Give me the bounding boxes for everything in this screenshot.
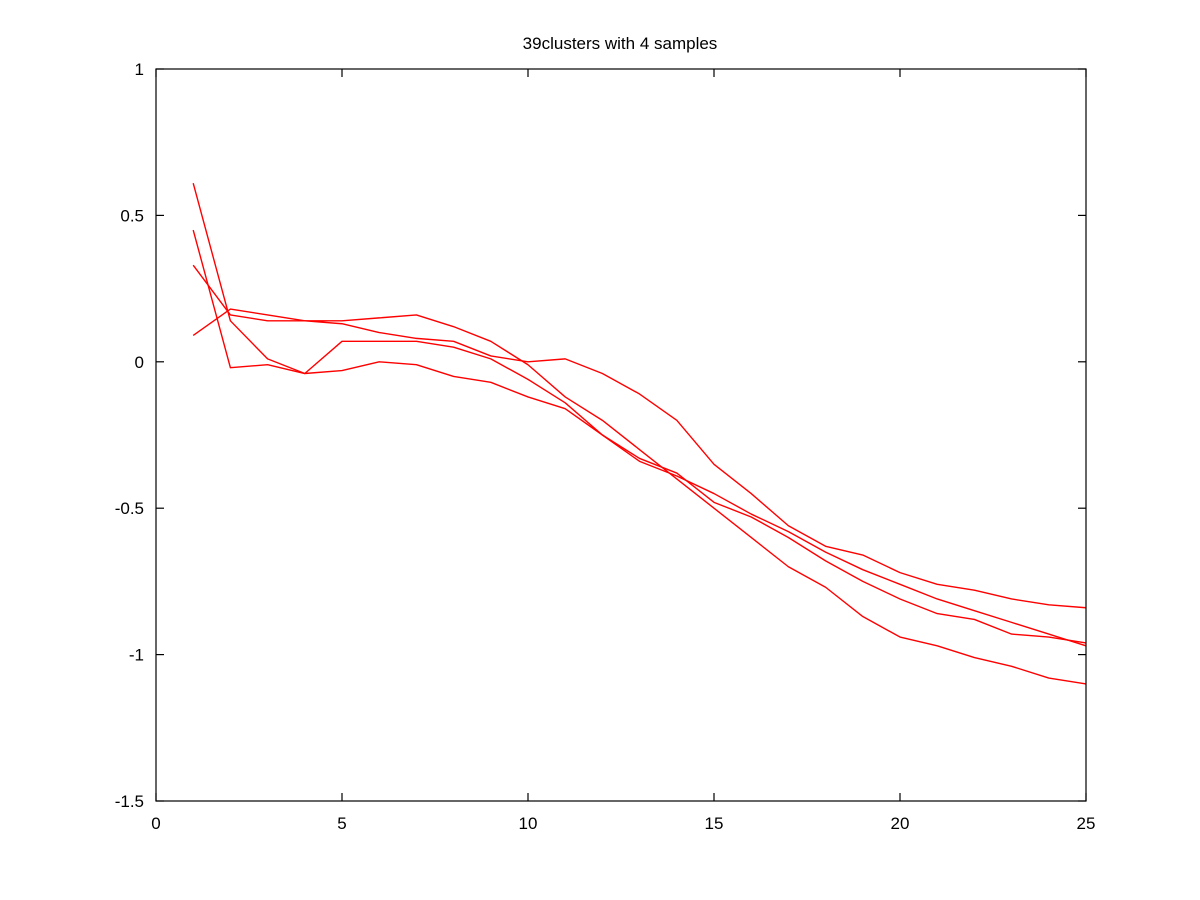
y-tick-label: -0.5 (115, 499, 144, 518)
y-tick-label: 1 (135, 60, 144, 79)
x-tick-label: 0 (151, 814, 160, 833)
y-tick-label: -1 (129, 646, 144, 665)
series-line-2 (192, 229, 1087, 647)
x-tick-label: 5 (337, 814, 346, 833)
plot-frame (155, 68, 1087, 802)
chart-title: 39clusters with 4 samples (523, 34, 718, 53)
y-tick-label: 0 (135, 353, 144, 372)
x-tick-label: 15 (705, 814, 724, 833)
x-tick-label: 10 (519, 814, 538, 833)
axis-layer: 0 5 10 15 20 25 1 0.5 0 -0.5 -1 -1.5 (115, 60, 1096, 833)
series-layer (192, 183, 1087, 685)
y-tick-label: 0.5 (120, 206, 144, 225)
x-tick-label: 25 (1077, 814, 1096, 833)
series-line-3 (192, 264, 1087, 609)
x-tick-label: 20 (891, 814, 910, 833)
y-tick-label: -1.5 (115, 792, 144, 811)
series-line-4 (192, 308, 1087, 685)
series-line-1 (192, 183, 1087, 644)
